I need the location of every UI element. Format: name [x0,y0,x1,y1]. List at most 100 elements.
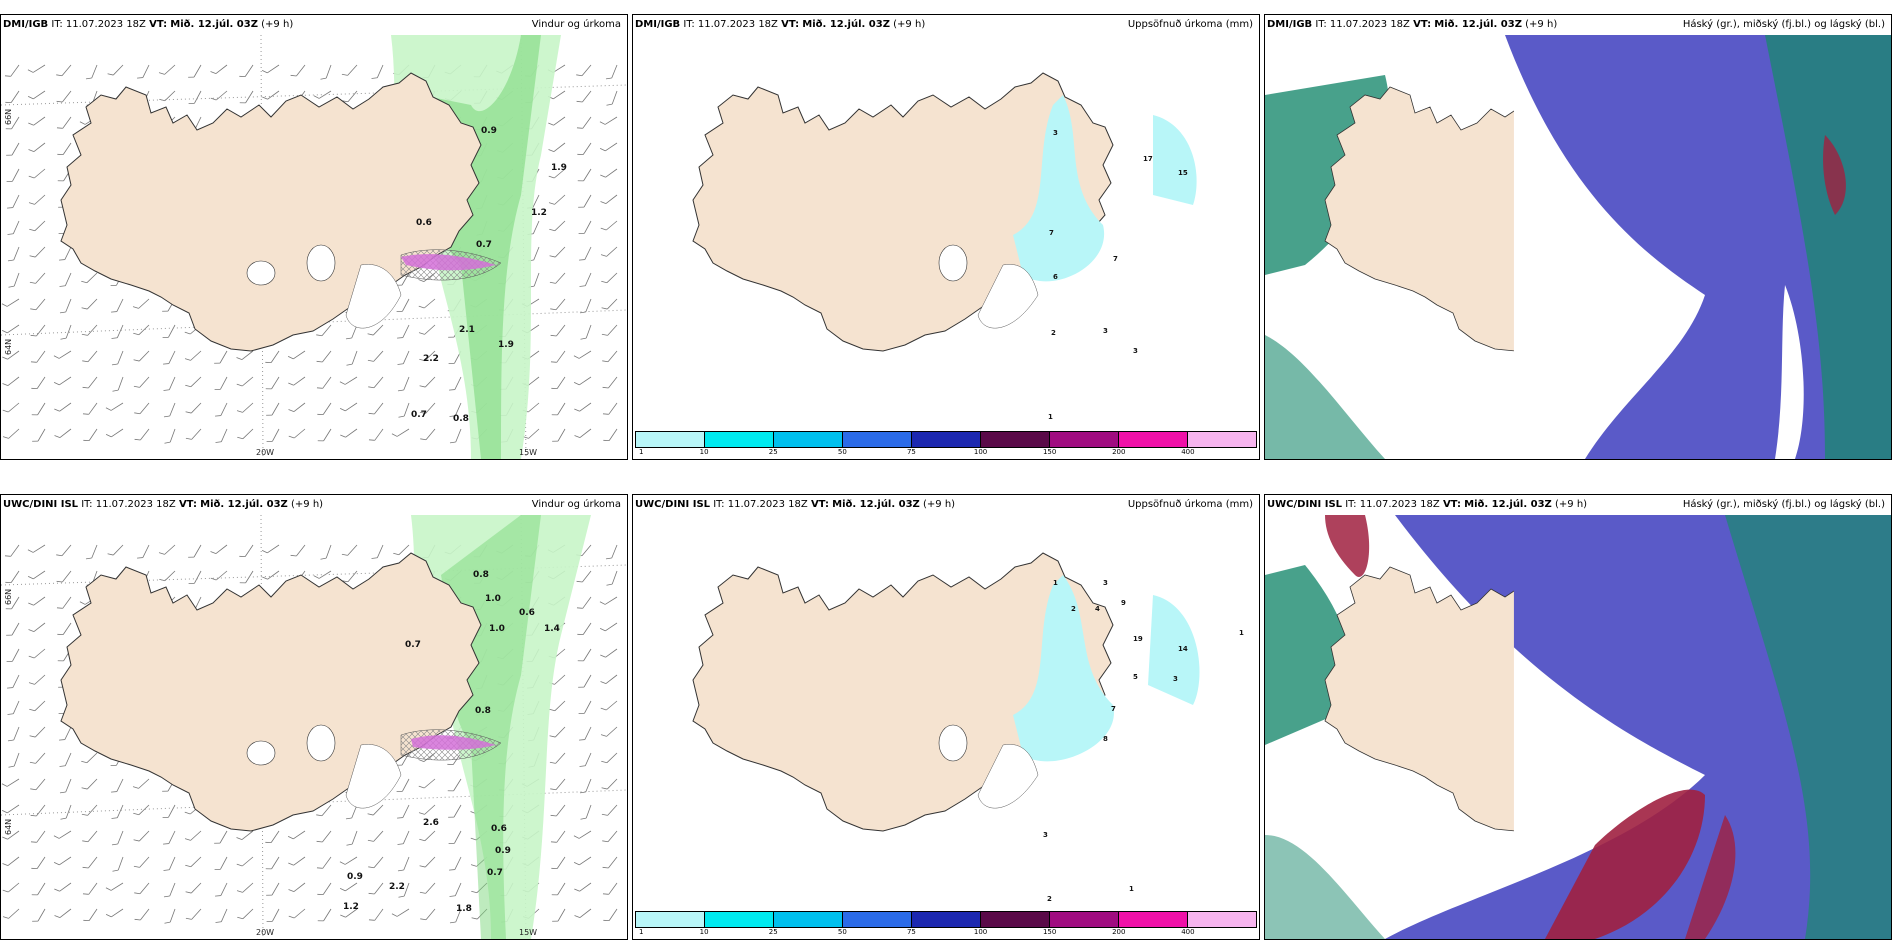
wind-barb [447,802,462,821]
glacier [306,724,336,762]
panel-title: Uppsöfnuð úrkoma (mm) [1127,499,1253,510]
wind-barb [549,749,566,767]
lon-label: 20W [256,928,274,937]
wind-barb [81,801,98,819]
wind-barb [575,61,592,79]
wind-barb [31,399,46,418]
lead-time: (+9 h) [923,499,956,510]
precip-total: 7 [1111,705,1116,713]
high-cloud-area [1685,815,1736,939]
wind-barb [4,61,20,80]
legend-swatch [981,432,1050,447]
legend-tick: 200 [1112,928,1126,936]
wind-barb [82,853,98,871]
precip-value: 1.2 [343,902,359,912]
wind-barb [56,113,72,132]
wind-barb [550,373,566,392]
wind-barb [185,879,202,896]
wind-barb [317,425,332,444]
low-cloud-area [1265,565,1350,745]
wind-barb [264,827,280,846]
wind-barb [288,424,306,441]
legend-swatch [1050,432,1119,447]
wind-barb [136,62,150,81]
wind-barb [419,853,436,870]
wind-barb [602,399,618,418]
precip-total: 1 [1053,579,1058,587]
wind-barb [576,87,592,105]
model-name: UWC/DINI ISL [1267,499,1343,510]
precip-total: 3 [1133,347,1138,355]
wind-panel-bottom: UWC/DINI ISL IT: 11.07.2023 18Z VT: Mið.… [0,494,628,940]
wind-barb [550,853,566,872]
wind-barb [59,296,72,316]
precip-total: 4 [1095,605,1100,613]
wind-barb [80,749,98,766]
wind-barb [577,192,592,211]
precip-area [1148,595,1200,705]
wind-barb [600,269,618,286]
wind-barb [2,852,20,868]
wind-barb [59,776,72,796]
wind-barb [601,321,618,339]
wind-barb [27,112,46,128]
legend-tick: 200 [1112,448,1126,456]
valid-time: Mið. 12.júl. 03Z [802,19,890,30]
lead-time: (+9 h) [291,499,324,510]
wind-barb [2,398,20,415]
wind-barb [82,879,98,898]
wind-barb [605,542,618,562]
wind-barb [600,242,618,259]
wind-barb [265,400,280,419]
precip-value: 1.2 [531,208,547,218]
lead-time: (+9 h) [893,19,926,30]
wind-barb [82,373,98,391]
wind-barb [264,347,280,366]
wind-barb [164,426,176,446]
wind-barb [187,62,202,81]
wind-barb [214,374,228,393]
wind-barb [601,295,618,312]
wind-barb [111,322,124,341]
glacier [246,740,276,766]
wind-barb [601,801,618,819]
wind-barb [214,400,228,419]
init-time: IT: 11.07.2023 18Z [1345,499,1440,510]
precip-total: 3 [1103,579,1108,587]
wind-barb [418,800,436,817]
wind-barb [236,425,254,442]
wind-barb [210,60,228,76]
valid-time-label: VT: [149,19,168,30]
legend-ticks: 1 10 25 50 75 100 150 200 400 [635,928,1257,938]
wind-barb [133,373,150,391]
wind-barb [158,60,176,77]
wind-barb [288,878,306,894]
wind-barb [599,618,618,633]
legend-swatch [636,432,705,447]
wind-barb [54,424,72,440]
valid-time: Mið. 12.júl. 03Z [170,19,258,30]
init-time: IT: 11.07.2023 18Z [1315,19,1410,30]
wind-barb [602,879,618,898]
legend-swatch [636,912,705,927]
wind-barb [419,373,436,390]
wind-barb [576,567,592,585]
precip-value: 2.2 [423,354,439,364]
wind-barb [599,138,618,153]
wind-barb [396,322,410,341]
wind-barb [397,854,410,874]
wind-barb [29,749,46,767]
wind-barb [549,269,566,287]
wind-barb [550,347,566,366]
lead-time: (+9 h) [261,19,294,30]
wind-barb [579,270,592,289]
wind-barb [4,87,20,106]
legend-swatch [843,912,912,927]
wind-barb [418,320,436,337]
wind-barb [56,87,72,105]
wind-barb [30,827,46,846]
wind-barb [316,347,332,365]
wind-barb [29,723,46,740]
wind-barb [188,88,202,107]
wind-barb [346,348,358,368]
